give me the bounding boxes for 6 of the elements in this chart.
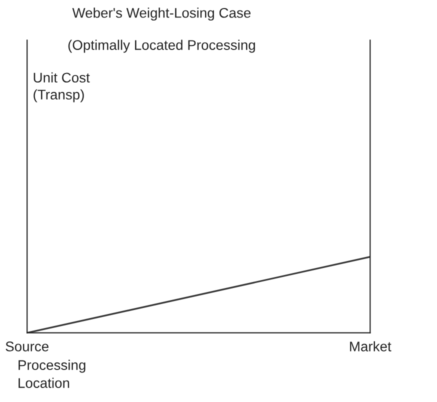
text: Unit Cost (Transp) xyxy=(34,72,90,102)
chart-subtitle: (Optimally Located Processing xyxy=(68,40,255,53)
x-axis-title: Processing Location xyxy=(18,360,86,388)
chart-title: Weber's Weight-Losing Case xyxy=(72,8,251,21)
x-tick-label: Market xyxy=(350,341,392,352)
x-tick-label: Source xyxy=(6,342,48,352)
